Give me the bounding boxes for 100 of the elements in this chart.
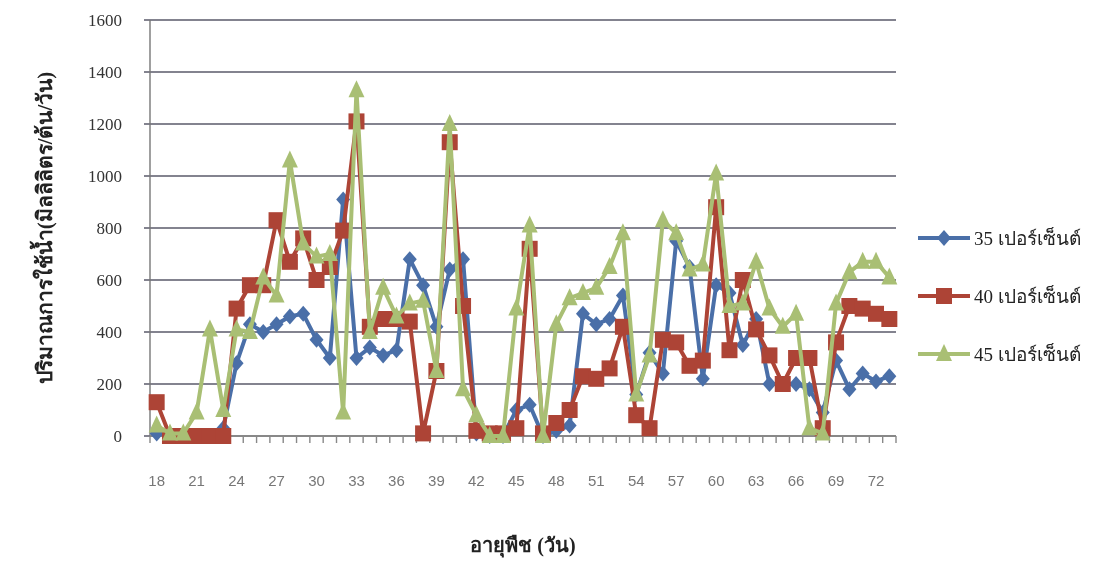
point [148,394,165,411]
point [241,322,258,339]
x-tick-label: 24 [228,472,245,489]
point [521,215,538,233]
point [602,311,617,327]
point [694,254,711,272]
point [788,303,805,321]
point [789,376,804,392]
point [349,350,364,366]
x-tick-label: 66 [787,472,805,489]
point [256,324,271,340]
point [281,150,298,168]
point [441,114,458,131]
point [268,285,285,303]
point [734,293,751,311]
x-tick-label: 48 [547,472,565,489]
point [762,376,777,392]
y-tick-label: 800 [96,219,122,238]
legend-label: 35 เปอร์เซ็นต์ [974,226,1081,249]
point [148,415,165,433]
point [869,373,884,390]
y-tick-label: 200 [96,375,122,394]
point [562,417,577,434]
x-tick-label: 69 [827,472,845,489]
x-tick-label: 42 [468,472,485,489]
point [641,420,658,437]
y-axis-title: ปริมาณการใช้น้ำ(มิลลิลิตร/ต้น/วัน) [29,71,57,385]
x-tick-label: 54 [627,472,645,489]
point [561,402,578,418]
x-tick-label: 63 [747,472,765,489]
point [721,296,738,313]
point [161,423,178,441]
point [201,319,218,337]
point [388,306,405,324]
point [589,316,604,333]
point [296,305,311,322]
point [628,407,645,424]
x-tick-label: 57 [667,472,685,489]
point [321,244,338,261]
point [175,423,192,441]
point [855,365,870,382]
point [574,283,591,300]
point [402,251,417,268]
point [401,293,418,311]
point [508,298,525,316]
point [561,288,578,306]
x-tick-label: 18 [148,472,165,489]
point [668,334,685,351]
x-tick-label: 45 [508,472,525,489]
point [881,267,898,285]
point [654,210,671,228]
point [508,420,525,437]
point [375,277,392,295]
point [601,360,618,377]
point [416,277,431,294]
point [415,290,432,308]
point [588,370,605,387]
x-tick-label: 60 [707,472,725,489]
point [614,223,631,241]
point [814,423,831,441]
x-tick-label: 39 [428,472,445,489]
point [881,311,898,327]
point [522,396,537,413]
point [774,316,791,334]
point [828,293,845,311]
point [295,233,312,251]
point [601,257,618,274]
point [694,352,711,369]
point [215,428,232,444]
point [455,379,472,397]
point [309,331,324,348]
y-tick-label: 1400 [88,63,122,82]
point [841,262,858,280]
point [282,308,297,325]
point [308,246,325,264]
x-tick-label: 72 [867,472,885,489]
point [761,347,778,364]
point [748,321,765,338]
point [348,80,365,98]
point [842,381,857,398]
y-tick-label: 0 [113,427,122,446]
legend-label: 45 เปอร์เซ็นต์ [974,342,1081,365]
point [188,402,205,420]
y-tick-label: 600 [96,271,122,290]
point [868,251,885,269]
point [668,223,685,241]
point [548,415,565,431]
point [255,267,272,285]
y-tick-label: 400 [96,323,122,342]
x-tick-label: 33 [348,472,365,489]
x-tick-label: 30 [308,472,325,489]
point [376,347,391,364]
point [882,368,897,385]
point [708,163,725,181]
point [854,251,871,269]
point [389,342,404,359]
point [735,337,750,353]
point [761,298,778,316]
x-tick-label: 51 [587,472,605,489]
y-tick-label: 1000 [88,167,122,186]
